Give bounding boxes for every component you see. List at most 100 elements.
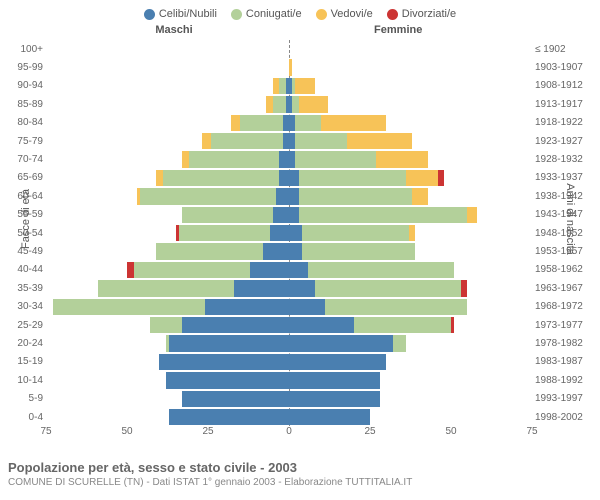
bar-segment xyxy=(163,170,280,186)
bar-segment xyxy=(321,115,386,131)
legend: Celibi/NubiliConiugati/eVedovi/eDivorzia… xyxy=(0,0,600,24)
bar-segment xyxy=(325,299,468,315)
bar-segment xyxy=(234,280,289,296)
age-label: 75-79 xyxy=(11,136,43,147)
male-bar xyxy=(53,299,290,315)
bar-segment xyxy=(412,188,428,204)
bar-segment xyxy=(240,115,282,131)
bar-segment xyxy=(289,317,354,333)
birth-year-label: 1933-1937 xyxy=(535,172,590,183)
legend-item: Divorziati/e xyxy=(387,8,456,20)
birth-year-label: 1973-1977 xyxy=(535,320,590,331)
birth-year-label: 1968-1972 xyxy=(535,301,590,312)
age-row: 65-691933-1937 xyxy=(46,169,532,187)
male-bar xyxy=(202,133,289,149)
female-bar xyxy=(289,59,292,75)
age-row: 35-391963-1967 xyxy=(46,279,532,297)
age-row: 50-541948-1952 xyxy=(46,224,532,242)
birth-year-label: 1908-1912 xyxy=(535,80,590,91)
male-bar xyxy=(176,225,289,241)
x-tick-label: 25 xyxy=(202,426,213,437)
male-bar xyxy=(137,188,289,204)
bar-segment xyxy=(295,133,347,149)
male-bar xyxy=(98,280,289,296)
legend-swatch xyxy=(231,9,242,20)
legend-item: Vedovi/e xyxy=(316,8,373,20)
birth-year-label: 1913-1917 xyxy=(535,99,590,110)
legend-swatch xyxy=(387,9,398,20)
bar-segment xyxy=(289,170,299,186)
bar-segment xyxy=(295,115,321,131)
bar-segment xyxy=(166,372,289,388)
x-tick-label: 75 xyxy=(526,426,537,437)
bar-segment xyxy=(289,354,386,370)
age-label: 80-84 xyxy=(11,117,43,128)
bar-segment xyxy=(299,170,406,186)
birth-year-label: 1993-1997 xyxy=(535,393,590,404)
age-row: 85-891913-1917 xyxy=(46,95,532,113)
birth-year-label: 1978-1982 xyxy=(535,338,590,349)
bar-segment xyxy=(347,133,412,149)
bar-segment xyxy=(289,299,325,315)
bar-segment xyxy=(308,262,454,278)
bar-segment xyxy=(189,151,280,167)
male-bar xyxy=(156,243,289,259)
age-label: 10-14 xyxy=(11,375,43,386)
birth-year-label: 1943-1947 xyxy=(535,209,590,220)
bar-segment xyxy=(159,354,289,370)
chart-container: Celibi/NubiliConiugati/eVedovi/eDivorzia… xyxy=(0,0,600,500)
birth-year-label: 1983-1987 xyxy=(535,356,590,367)
bar-segment xyxy=(289,59,292,75)
age-row: 5-91993-1997 xyxy=(46,390,532,408)
age-row: 20-241978-1982 xyxy=(46,334,532,352)
bar-segment xyxy=(205,299,289,315)
birth-year-label: 1938-1942 xyxy=(535,191,590,202)
male-bar xyxy=(169,409,289,425)
female-bar xyxy=(289,96,328,112)
bar-segment xyxy=(169,335,289,351)
chart-footer: Popolazione per età, sesso e stato civil… xyxy=(8,460,412,488)
male-bar xyxy=(159,354,289,370)
bar-segment xyxy=(270,225,289,241)
age-row: 75-791923-1927 xyxy=(46,132,532,150)
age-row: 70-741928-1932 xyxy=(46,150,532,168)
age-row: 55-591943-1947 xyxy=(46,206,532,224)
bar-segment xyxy=(182,317,289,333)
age-row: 80-841918-1922 xyxy=(46,114,532,132)
age-label: 25-29 xyxy=(11,320,43,331)
bar-segment xyxy=(150,317,182,333)
bar-segment xyxy=(263,243,289,259)
male-bar xyxy=(166,372,289,388)
x-tick-label: 50 xyxy=(121,426,132,437)
female-bar xyxy=(289,409,370,425)
legend-swatch xyxy=(144,9,155,20)
header-male: Maschi xyxy=(155,24,192,36)
age-row: 60-641938-1942 xyxy=(46,187,532,205)
bar-segment xyxy=(289,188,299,204)
age-label: 95-99 xyxy=(11,62,43,73)
age-row: 95-991903-1907 xyxy=(46,58,532,76)
legend-label: Divorziati/e xyxy=(402,8,456,20)
female-bar xyxy=(289,299,467,315)
age-row: 0-41998-2002 xyxy=(46,408,532,426)
male-bar xyxy=(182,207,289,223)
female-bar xyxy=(289,115,386,131)
age-label: 45-49 xyxy=(11,246,43,257)
chart-title: Popolazione per età, sesso e stato civil… xyxy=(8,460,412,475)
x-tick-label: 0 xyxy=(286,426,292,437)
bar-segment xyxy=(295,151,376,167)
male-bar xyxy=(166,335,289,351)
female-bar xyxy=(289,280,467,296)
female-bar xyxy=(289,133,412,149)
female-bar xyxy=(289,170,444,186)
bar-segment xyxy=(182,391,289,407)
bar-segment xyxy=(273,207,289,223)
birth-year-label: ≤ 1902 xyxy=(535,44,590,55)
age-label: 55-59 xyxy=(11,209,43,220)
bar-segment xyxy=(53,299,205,315)
bar-segment xyxy=(289,372,380,388)
male-bar xyxy=(127,262,289,278)
age-row: 25-291973-1977 xyxy=(46,316,532,334)
age-row: 45-491953-1957 xyxy=(46,242,532,260)
age-label: 50-54 xyxy=(11,228,43,239)
